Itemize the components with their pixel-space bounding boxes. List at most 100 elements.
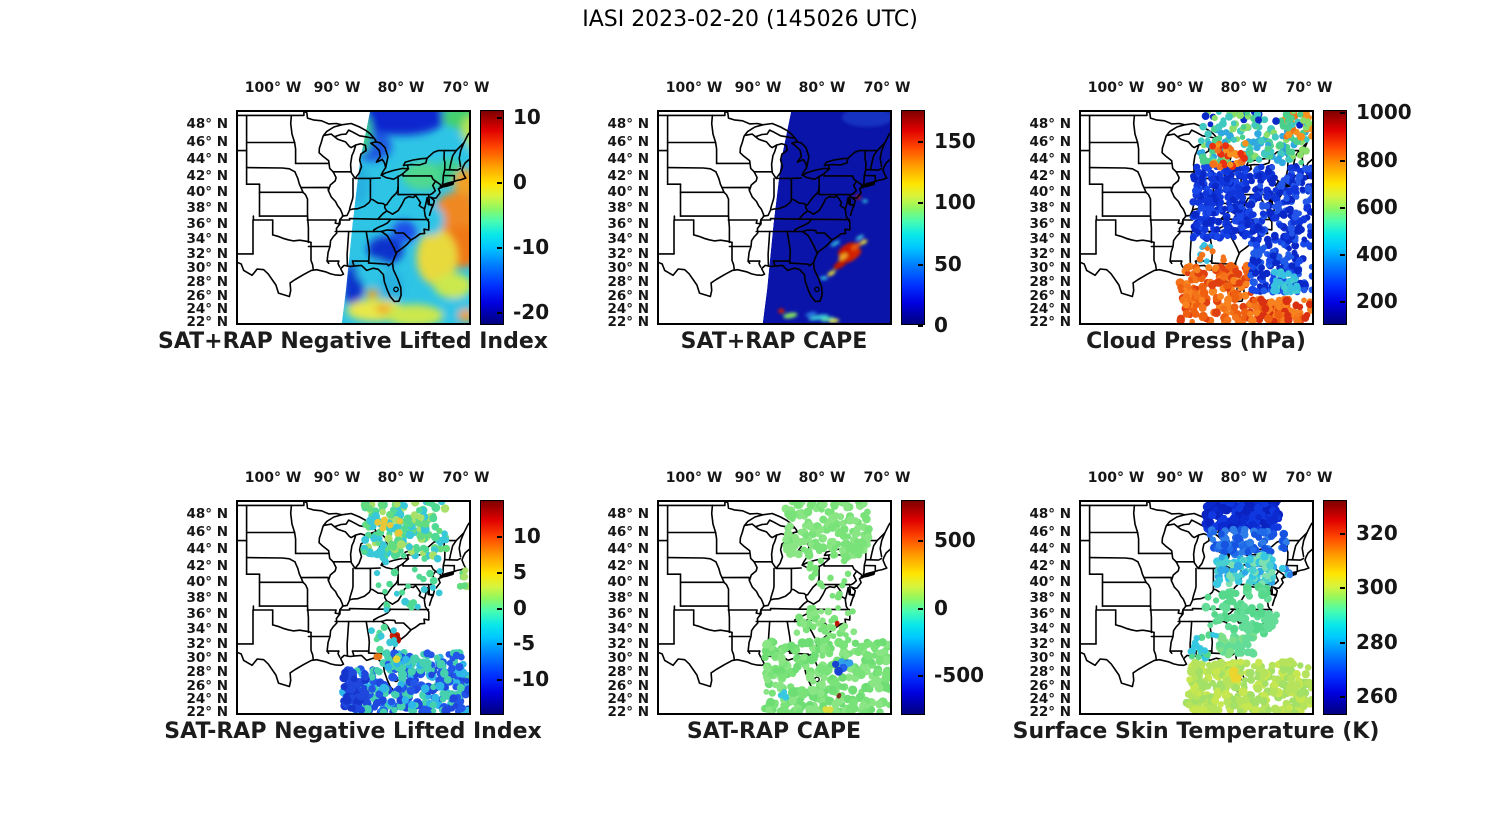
y-tick-label: 30° N	[1029, 650, 1071, 666]
colorbar-tick-value: 600	[1356, 195, 1398, 219]
colorbar-tick-mark	[497, 182, 502, 184]
x-tick-label: 70° W	[1285, 80, 1333, 96]
x-tick-label: 100° W	[1087, 80, 1145, 96]
y-tick-label: 46° N	[1029, 134, 1071, 150]
y-tick-label: 32° N	[186, 636, 228, 652]
y-tick-label: 26° N	[1029, 678, 1071, 694]
y-tick-label: 32° N	[186, 246, 228, 262]
colorbar-tick-mark	[918, 141, 923, 143]
y-tick-label: 44° N	[607, 151, 649, 167]
y-tick-label: 34° N	[186, 621, 228, 637]
y-tick-label: 48° N	[607, 116, 649, 132]
x-tick-label: 80° W	[798, 80, 846, 96]
y-tick-label: 30° N	[607, 650, 649, 666]
x-tick-label: 90° W	[734, 80, 782, 96]
x-tick-label: 100° W	[665, 470, 723, 486]
colorbar-tick-value: 1000	[1356, 100, 1412, 124]
colorbar-tick-value: 400	[1356, 242, 1398, 266]
map-plot-area	[1078, 107, 1316, 328]
panel-sat-minus-rap-cape: 100° W 90° W 80° W 70° W 48° N 46° N 44° N 42°…	[607, 470, 984, 744]
panel-cloud-pressure: 100° W 90° W 80° W 70° W 48° N 46° N 44° N 42°…	[1029, 80, 1411, 354]
x-tick-label: 90° W	[1156, 80, 1204, 96]
y-tick-label: 32° N	[607, 636, 649, 652]
y-tick-label: 26° N	[607, 288, 649, 304]
y-tick-label: 32° N	[1029, 636, 1071, 652]
colorbar-tick-value: 0	[934, 313, 948, 337]
y-tick-label: 30° N	[1029, 260, 1071, 276]
colorbar-gradient	[480, 110, 504, 325]
x-tick-label: 100° W	[244, 470, 302, 486]
x-tick-label: 80° W	[377, 80, 425, 96]
y-tick-label: 24° N	[186, 301, 228, 317]
map-plot-area	[656, 109, 893, 325]
map-plot-area	[235, 497, 474, 717]
y-tick-label: 40° N	[607, 184, 649, 200]
y-tick-label: 26° N	[607, 678, 649, 694]
y-tick-label: 48° N	[186, 506, 228, 522]
y-tick-label: 42° N	[1029, 168, 1071, 184]
y-tick-label: 28° N	[186, 274, 228, 290]
y-tick-label: 36° N	[1029, 216, 1071, 232]
colorbar-tick-mark	[918, 264, 923, 266]
y-tick-label: 38° N	[186, 590, 228, 606]
y-tick-label: 46° N	[1029, 524, 1071, 540]
y-tick-label: 44° N	[1029, 541, 1071, 557]
colorbar-tick-value: -10	[513, 667, 550, 691]
y-tick-label: 28° N	[186, 664, 228, 680]
y-tick-label: 36° N	[607, 216, 649, 232]
colorbar-tick-mark	[497, 679, 502, 681]
colorbar-tick-value: 800	[1356, 148, 1398, 172]
colorbar-tick-value: 0	[513, 170, 527, 194]
colorbar-tick-value: -10	[513, 235, 550, 259]
panel-title: Cloud Press (hPa)	[1086, 329, 1306, 354]
y-tick-label: 48° N	[607, 506, 649, 522]
colorbar-tick-value: 280	[1356, 630, 1398, 654]
x-tick-label: 70° W	[863, 470, 911, 486]
colorbar-tick-mark	[1340, 112, 1345, 114]
colorbar-tick-value: 5	[513, 560, 527, 584]
y-tick-label: 36° N	[186, 606, 228, 622]
colorbar-gradient	[480, 500, 504, 715]
colorbar-tick-mark	[918, 608, 923, 610]
x-tick-label: 90° W	[313, 470, 361, 486]
y-tick-label: 26° N	[1029, 288, 1071, 304]
colorbar-tick-mark	[1340, 533, 1345, 535]
colorbar-gradient	[901, 110, 925, 327]
colorbar-tick-mark	[1340, 587, 1345, 589]
colorbar-tick-mark	[497, 572, 502, 574]
panel-title: SAT+RAP Negative Lifted Index	[158, 329, 548, 354]
x-tick-label: 100° W	[244, 80, 302, 96]
y-tick-label: 38° N	[607, 200, 649, 216]
y-tick-label: 34° N	[1029, 621, 1071, 637]
colorbar-gradient	[1323, 110, 1347, 325]
panel-sat-minus-rap-lifted-index: 100° W 90° W 80° W 70° W 48° N 46° N 44° N 42°…	[164, 470, 549, 744]
y-tick-label: 42° N	[1029, 558, 1071, 574]
y-tick-label: 44° N	[607, 541, 649, 557]
colorbar-tick-mark	[497, 117, 502, 119]
y-tick-label: 22° N	[607, 314, 649, 330]
colorbar-tick-value: 200	[1356, 289, 1398, 313]
y-tick-label: 46° N	[186, 524, 228, 540]
panel-title: SAT+RAP CAPE	[680, 329, 868, 354]
colorbar-tick-value: 260	[1356, 684, 1398, 708]
panel-title: SAT-RAP Negative Lifted Index	[164, 719, 542, 744]
colorbar-tick-value: 10	[513, 105, 541, 129]
map-plot-area	[1078, 496, 1316, 717]
x-tick-label: 100° W	[665, 80, 723, 96]
colorbar-tick-mark	[497, 536, 502, 538]
colorbar-tick-value: -500	[934, 663, 985, 687]
colorbar-tick-mark	[1340, 160, 1345, 162]
y-tick-label: 40° N	[1029, 184, 1071, 200]
panel-title: Surface Skin Temperature (K)	[1012, 719, 1380, 744]
y-tick-label: 28° N	[1029, 274, 1071, 290]
x-tick-label: 80° W	[1220, 470, 1268, 486]
y-tick-label: 40° N	[1029, 574, 1071, 590]
y-tick-label: 34° N	[607, 231, 649, 247]
colorbar-tick-mark	[918, 540, 923, 542]
y-tick-label: 42° N	[607, 168, 649, 184]
y-tick-label: 24° N	[1029, 301, 1071, 317]
y-tick-label: 34° N	[186, 231, 228, 247]
y-tick-label: 46° N	[186, 134, 228, 150]
x-tick-label: 80° W	[798, 470, 846, 486]
